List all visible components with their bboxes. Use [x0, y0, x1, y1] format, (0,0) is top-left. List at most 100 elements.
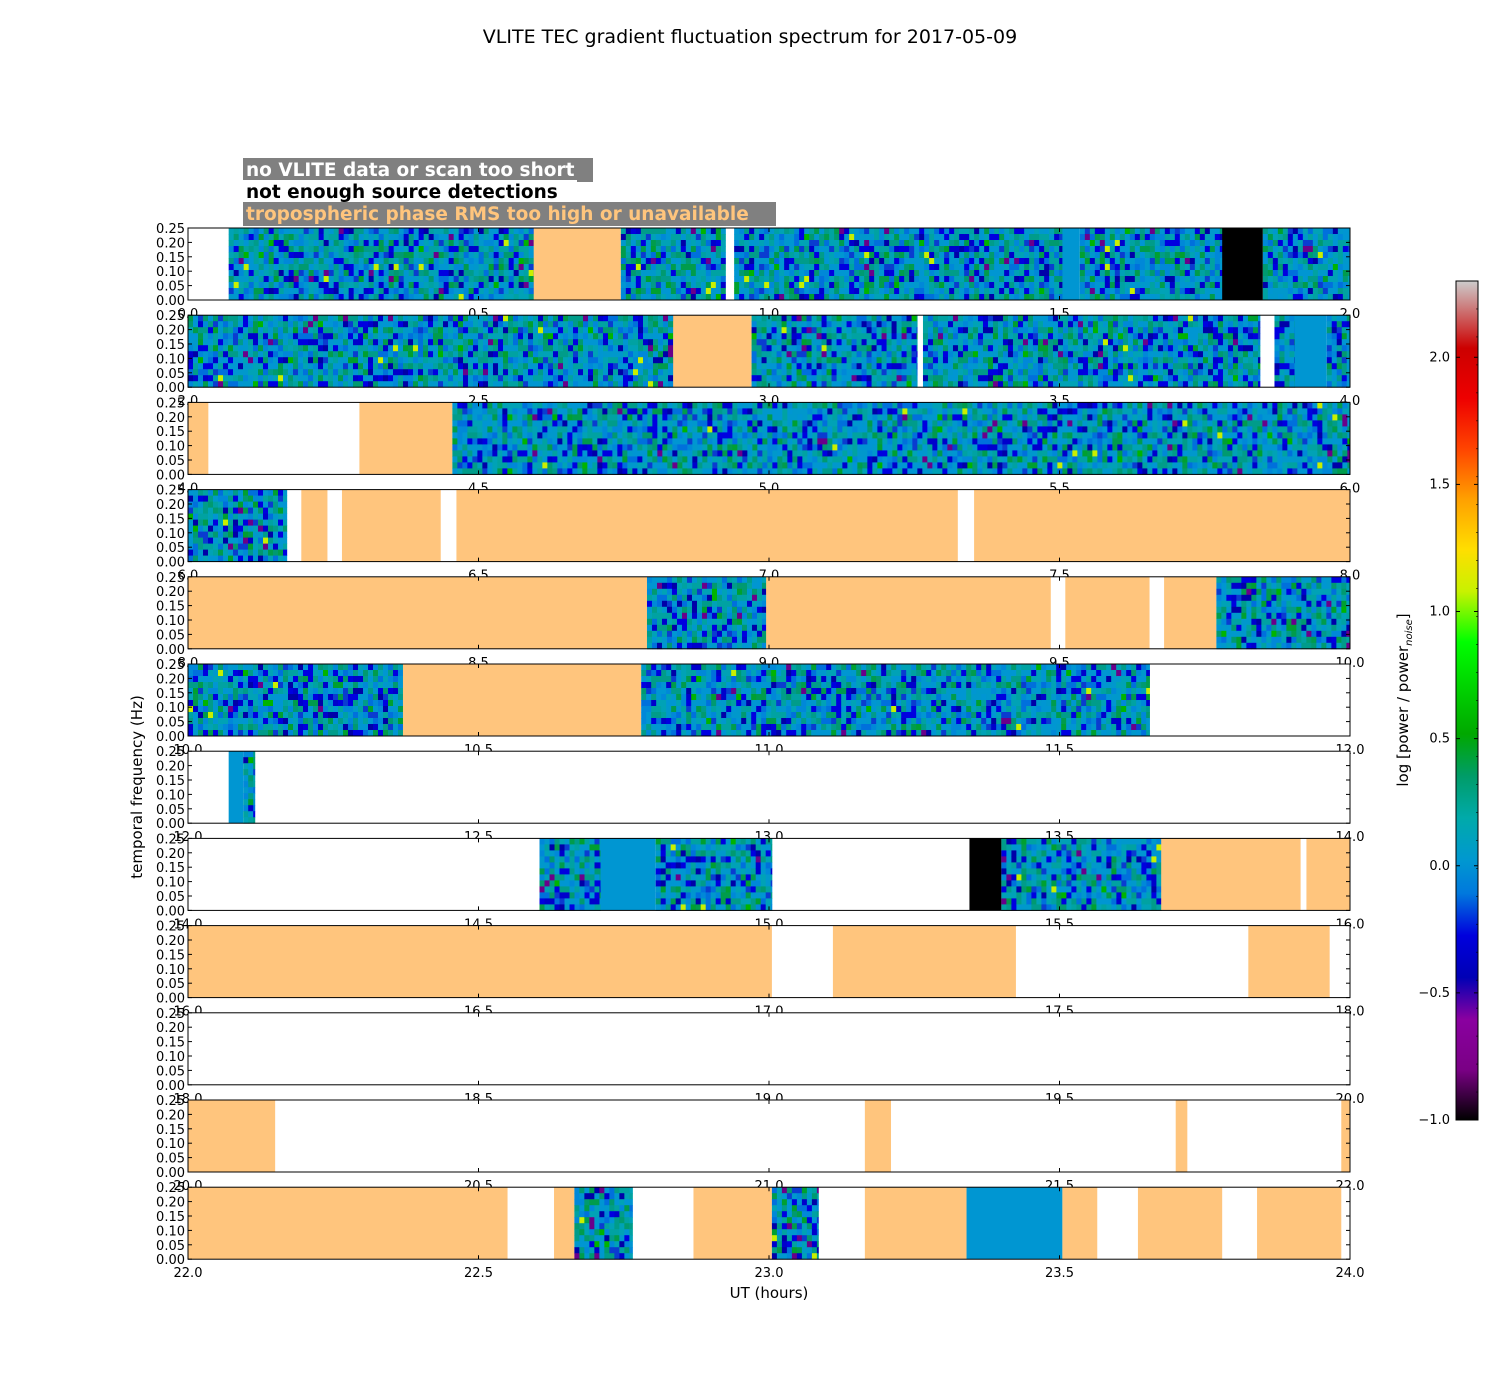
- spectrum-cell: [1317, 228, 1324, 235]
- spectrum-cell: [710, 282, 717, 289]
- spectrum-cell: [452, 420, 458, 427]
- spectrum-cell: [1114, 240, 1121, 247]
- spectrum-cell: [794, 270, 800, 277]
- spectrum-cell: [193, 375, 199, 382]
- spectrum-cell: [248, 363, 254, 370]
- spectrum-cell: [463, 363, 469, 370]
- spectrum-cell: [1194, 270, 1201, 277]
- spectrum-cell: [1052, 339, 1059, 346]
- spectrum-cell: [438, 288, 445, 295]
- spectrum-cell: [826, 345, 832, 352]
- spectrum-cell: [919, 246, 925, 253]
- spectrum-cell: [1087, 351, 1094, 358]
- spectrum-cell: [328, 288, 335, 295]
- spectrum-cell: [1049, 258, 1055, 265]
- spectrum-cell: [1034, 276, 1040, 283]
- spectrum-cell: [593, 351, 599, 358]
- spectrum-cell: [1024, 240, 1030, 247]
- spectrum-cell: [1089, 270, 1096, 277]
- spectrum-cell: [680, 282, 687, 289]
- spectrum-cell: [658, 381, 664, 388]
- spectrum-cell: [992, 315, 999, 322]
- spectrum-cell: [1122, 315, 1129, 322]
- spectrum-cell: [278, 228, 285, 235]
- spectrum-cell: [1272, 276, 1279, 283]
- spectrum-cell: [538, 351, 544, 358]
- spectrum-cell: [478, 270, 485, 277]
- spectrum-cell: [443, 357, 449, 364]
- spectrum-cell: [791, 369, 797, 376]
- spectrum-cell: [982, 351, 989, 358]
- spectrum-cell: [916, 321, 918, 328]
- spectrum-cell: [680, 228, 687, 235]
- spectrum-cell: [625, 264, 632, 271]
- spectrum-cell: [957, 357, 964, 364]
- spectrum-cell: [994, 282, 1000, 289]
- spectrum-cell: [393, 276, 400, 283]
- spectrum-cell: [303, 345, 309, 352]
- spectrum-cell: [794, 234, 800, 241]
- spectrum-cell: [498, 327, 504, 334]
- spectrum-cell: [1222, 351, 1229, 358]
- spectrum-cell: [764, 234, 770, 241]
- spectrum-cell: [298, 357, 304, 364]
- spectrum-cell: [1024, 234, 1030, 241]
- spectrum-cell: [786, 375, 792, 382]
- spectrum-cell: [916, 333, 918, 340]
- spectrum-cell: [1157, 333, 1164, 340]
- spectrum-cell: [573, 321, 579, 328]
- spectrum-cell: [1029, 258, 1035, 265]
- spectrum-cell: [1004, 264, 1010, 271]
- spectrum-cell: [433, 234, 440, 241]
- spectrum-cell: [293, 270, 300, 277]
- spectrum-cell: [1327, 234, 1334, 241]
- spectrum-cell: [1222, 327, 1229, 334]
- spectrum-cell: [523, 276, 530, 283]
- spectrum-cell: [1177, 357, 1184, 364]
- spectrum-cell: [308, 258, 315, 265]
- spectrum-cell: [954, 234, 960, 241]
- spectrum-cell: [914, 228, 920, 235]
- spectrum-cell: [1007, 357, 1014, 364]
- spectrum-cell: [478, 363, 484, 370]
- spectrum-cell: [393, 351, 399, 358]
- spectrum-cell: [776, 333, 782, 340]
- spectrum-cell: [398, 228, 405, 235]
- spectrum-cell: [293, 240, 300, 247]
- spectrum-cell: [1197, 321, 1204, 328]
- spectrum-cell: [668, 369, 674, 376]
- spectrum-cell: [1132, 345, 1139, 352]
- spectrum-cell: [650, 228, 657, 235]
- spectrum-cell: [1207, 345, 1214, 352]
- spectrum-cell: [1297, 228, 1304, 235]
- spectrum-cell: [979, 246, 985, 253]
- spectrum-cell: [1077, 357, 1084, 364]
- spectrum-cell: [1326, 339, 1333, 346]
- spectrum-cell: [751, 327, 757, 334]
- spectrum-cell: [889, 228, 895, 235]
- spectrum-cell: [518, 282, 525, 289]
- spectrum-cell: [588, 321, 594, 328]
- spectrum-cell: [438, 234, 445, 241]
- spectrum-cell: [989, 288, 995, 295]
- spectrum-cell: [483, 228, 490, 235]
- spectrum-cell: [438, 333, 444, 340]
- spectrum-cell: [1007, 381, 1014, 388]
- spectrum-cell: [761, 321, 767, 328]
- spectrum-cell: [864, 258, 870, 265]
- spectrum-cell: [223, 339, 229, 346]
- spectrum-cell: [1037, 381, 1044, 388]
- spectrum-cell: [298, 276, 305, 283]
- spectrum-cell: [932, 381, 939, 388]
- spectrum-cell: [528, 351, 534, 358]
- spectrum-cell: [528, 252, 535, 259]
- spectrum-cell: [1154, 276, 1161, 283]
- spectrum-cell: [1326, 357, 1333, 364]
- spectrum-cell: [1197, 327, 1204, 334]
- spectrum-cell: [979, 288, 985, 295]
- spectrum-cell: [493, 294, 500, 301]
- spectrum-cell: [984, 252, 990, 259]
- spectrum-cell: [1217, 345, 1224, 352]
- spectrum-cell: [836, 357, 842, 364]
- spectrum-cell: [363, 246, 370, 253]
